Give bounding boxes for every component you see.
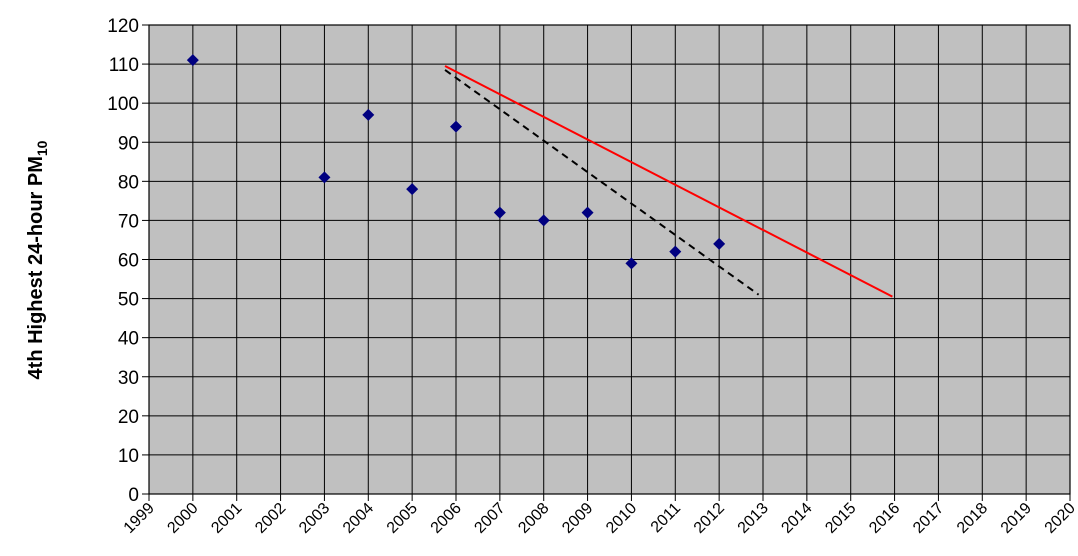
y-tick-labels: 0 10 20 30 40 50 60 70 80 90 100 110 120: [107, 16, 139, 506]
y-tick-label: 70: [118, 211, 139, 232]
x-tick-label: 2001: [208, 500, 245, 537]
y-axis-label-subscript: 10: [34, 140, 50, 156]
x-tick-label: 2015: [822, 500, 859, 537]
x-tick-label: 1999: [121, 500, 158, 537]
y-tick-label: 10: [118, 446, 139, 467]
y-axis-label: 4th Highest 24-hour PM10: [25, 140, 50, 379]
x-tick-label: 2008: [515, 500, 552, 537]
y-tick-label: 60: [118, 251, 139, 272]
x-tick-label: 2002: [252, 500, 289, 537]
data-point-diamond: [450, 120, 462, 133]
data-point-diamond: [318, 171, 331, 184]
data-point-diamond: [713, 237, 726, 250]
solid-trend-line: [444, 65, 893, 298]
y-tick-label: 50: [118, 290, 139, 311]
y-tick-label: 0: [128, 485, 139, 506]
data-series: [186, 54, 893, 298]
data-point-diamond: [625, 257, 638, 270]
x-tick-label: 2011: [648, 500, 684, 536]
x-tick-label: 2020: [1042, 500, 1078, 537]
y-tick-label: 110: [109, 55, 139, 76]
x-tick-label: 2006: [428, 500, 465, 537]
data-point-diamond: [406, 183, 419, 196]
y-tick-label: 120: [107, 16, 139, 37]
x-tick-label: 2009: [559, 500, 596, 537]
x-tick-labels: 1999 2000 2001 2002 2003 2004 2005 2006 2007 2008…: [121, 500, 1078, 537]
x-tick-label: 2013: [735, 500, 772, 537]
x-tick-label: 2019: [998, 500, 1035, 537]
y-tick-label: 80: [118, 172, 139, 193]
x-tick-label: 2007: [471, 500, 508, 537]
data-point-diamond: [186, 54, 199, 67]
dashed-trend-line: [444, 69, 760, 296]
data-point-diamond: [493, 206, 506, 219]
x-tick-label: 2004: [340, 500, 377, 537]
x-tick-label: 2000: [164, 500, 201, 537]
x-tick-label: 2003: [296, 500, 333, 537]
x-tick-label: 2012: [691, 500, 728, 537]
data-point-diamond: [581, 206, 594, 219]
y-tick-label: 40: [118, 329, 139, 350]
y-tick-label: 30: [118, 368, 139, 389]
data-point-diamond: [537, 214, 550, 227]
data-point-diamond: [669, 245, 682, 258]
x-tick-label: 2016: [866, 500, 903, 537]
x-tick-label: 2018: [954, 500, 991, 537]
x-tick-label: 2010: [603, 500, 640, 537]
axes: [142, 24, 1071, 501]
data-point-diamond: [362, 108, 375, 121]
y-tick-label: 100: [107, 94, 139, 115]
x-tick-label: 2014: [778, 500, 815, 537]
y-tick-label: 20: [118, 407, 139, 428]
x-tick-label: 2017: [910, 500, 947, 537]
y-tick-label: 90: [118, 133, 139, 154]
y-axis-label-main: 4th Highest 24-hour PM: [25, 156, 47, 379]
x-tick-label: 2005: [384, 500, 421, 537]
